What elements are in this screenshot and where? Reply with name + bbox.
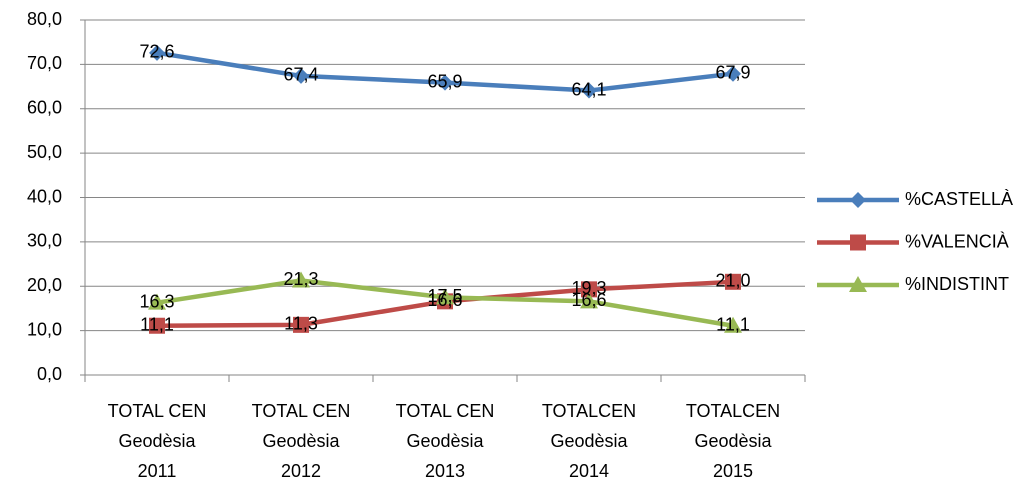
x-tick-label: Geodèsia: [550, 431, 628, 451]
x-tick-label: Geodèsia: [262, 431, 340, 451]
y-tick-label: 0,0: [37, 364, 62, 384]
legend-label: %INDISTINT: [905, 274, 1009, 294]
marker: [293, 67, 309, 84]
x-tick-label: 2011: [138, 461, 177, 481]
marker: [436, 288, 454, 305]
marker: [850, 192, 866, 208]
y-tick-label: 70,0: [27, 53, 62, 73]
data-label: 17,5: [427, 286, 462, 306]
data-label: 11,1: [716, 314, 750, 334]
y-tick-label: 10,0: [27, 319, 62, 339]
x-tick-label: Geodèsia: [406, 431, 484, 451]
x-tick-label: 2014: [569, 461, 609, 481]
x-tick-label: Geodèsia: [118, 431, 196, 451]
marker: [581, 82, 597, 99]
data-label: 16,6: [427, 290, 462, 310]
x-tick-label: TOTAL CEN: [396, 401, 495, 421]
data-label: 67,9: [715, 62, 750, 82]
y-tick-label: 40,0: [27, 186, 62, 206]
x-tick-label: TOTAL CEN: [108, 401, 207, 421]
data-label: 11,3: [284, 314, 318, 334]
marker: [148, 293, 166, 310]
x-tick-label: 2013: [425, 461, 465, 481]
marker: [293, 316, 309, 333]
x-tick-label: 2015: [713, 461, 753, 481]
y-tick-label: 50,0: [27, 142, 62, 162]
data-label: 64,1: [571, 79, 606, 99]
marker: [724, 316, 742, 333]
data-label: 16,6: [571, 290, 606, 310]
y-tick-label: 80,0: [27, 9, 62, 29]
data-label: 11,1: [140, 314, 174, 334]
x-tick-label: TOTALCEN: [542, 401, 636, 421]
data-label: 16,3: [139, 291, 174, 311]
marker: [149, 317, 165, 334]
y-tick-label: 30,0: [27, 231, 62, 251]
y-tick-label: 20,0: [27, 275, 62, 295]
data-label: 67,4: [283, 65, 318, 85]
legend-label: %VALENCIÀ: [905, 231, 1009, 251]
data-label: 65,9: [427, 71, 462, 91]
x-tick-label: TOTALCEN: [686, 401, 780, 421]
data-label: 72,6: [139, 42, 174, 62]
legend-label: %CASTELLÀ: [905, 189, 1013, 209]
data-label: 21,3: [283, 269, 318, 289]
marker: [437, 74, 453, 91]
marker: [580, 292, 598, 309]
x-tick-label: Geodèsia: [694, 431, 772, 451]
y-tick-label: 60,0: [27, 98, 62, 118]
marker: [725, 273, 741, 290]
data-label: 19,3: [571, 278, 606, 298]
marker: [850, 234, 866, 251]
marker: [292, 271, 310, 288]
x-tick-label: TOTAL CEN: [252, 401, 351, 421]
x-tick-label: 2012: [281, 461, 321, 481]
marker: [725, 65, 741, 82]
marker: [149, 44, 165, 61]
marker: [849, 276, 867, 292]
marker: [581, 281, 597, 298]
data-label: 21,0: [715, 271, 750, 291]
